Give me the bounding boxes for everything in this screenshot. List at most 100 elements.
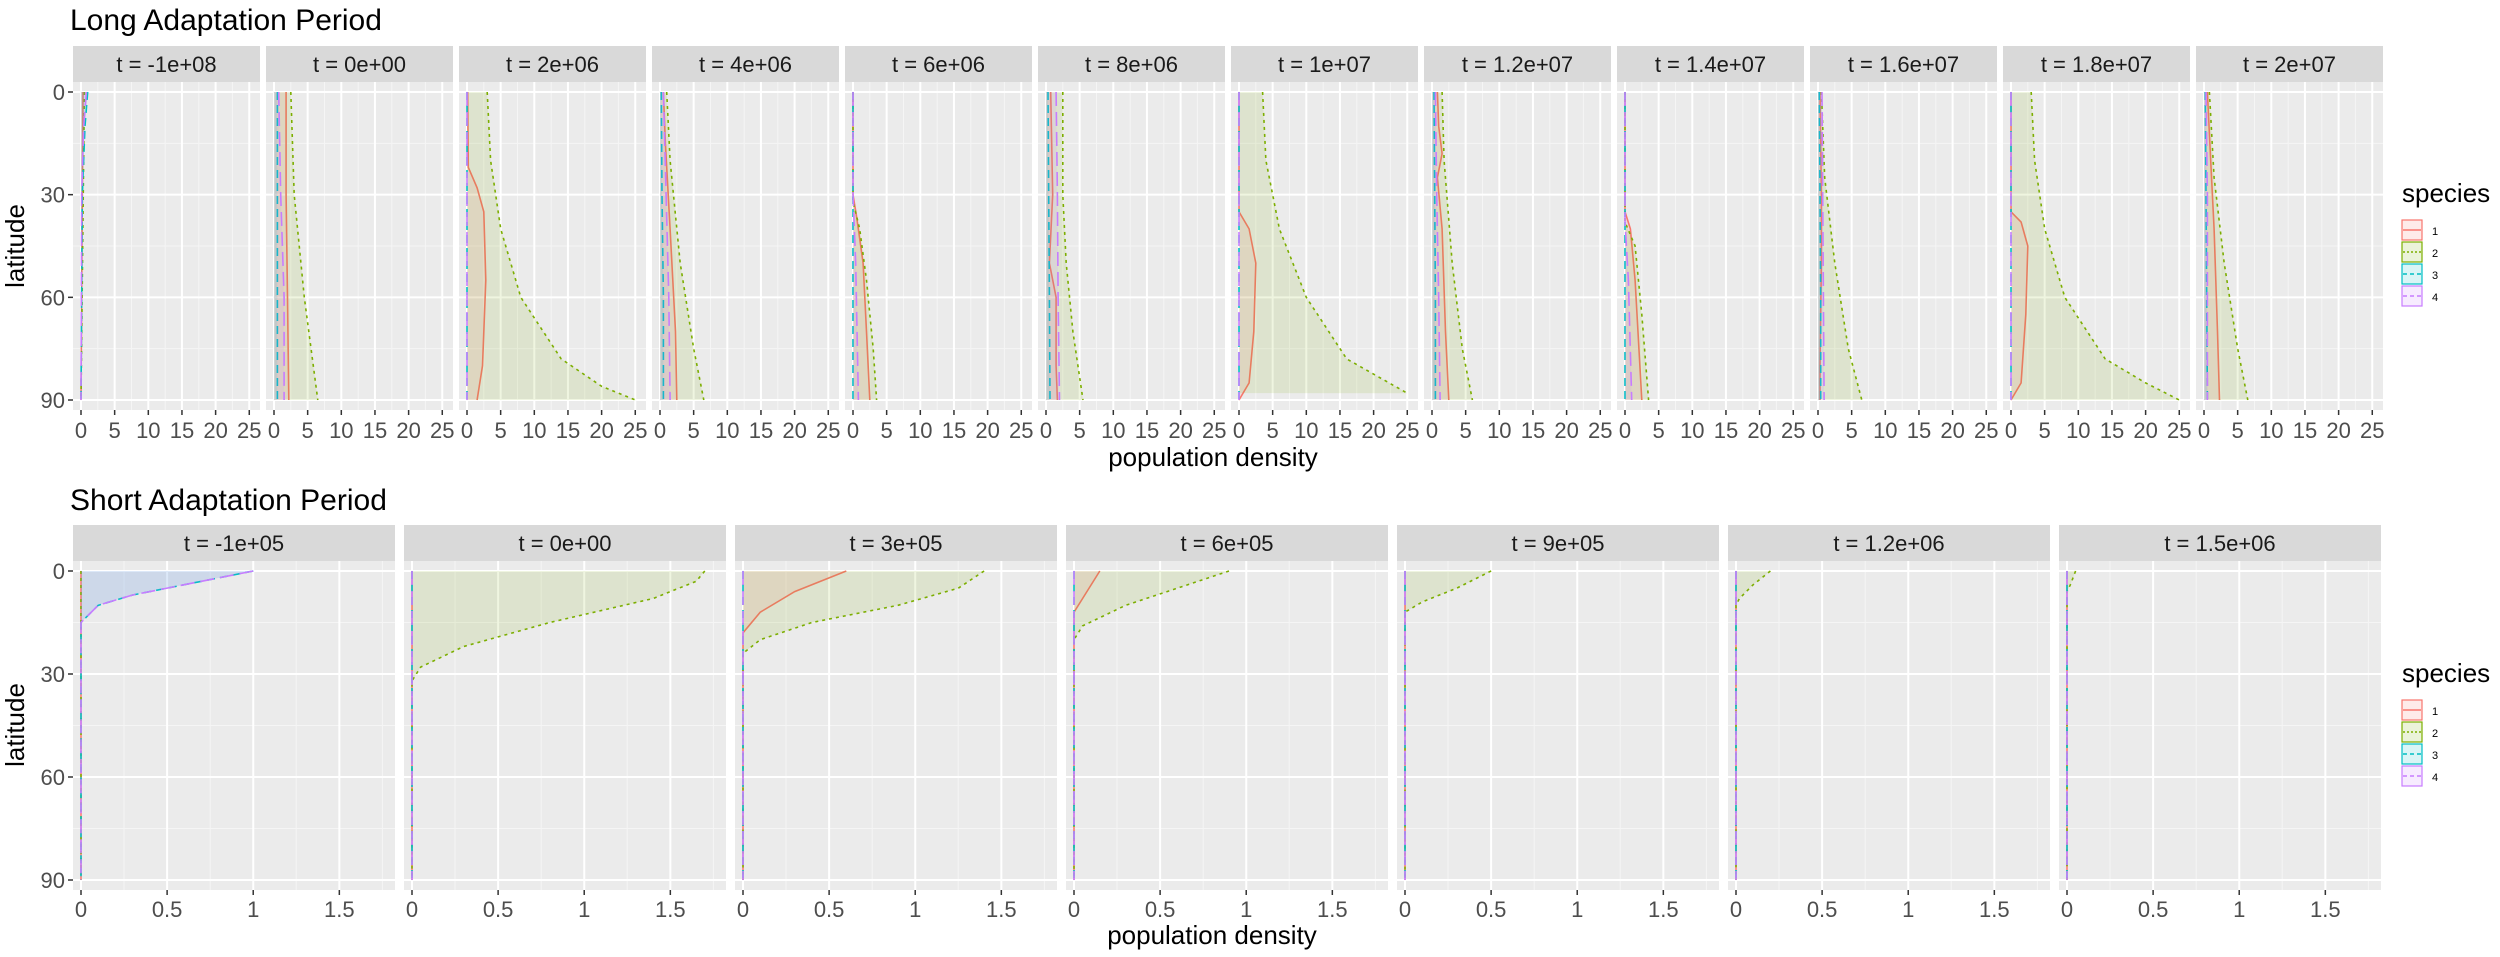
species-1-area <box>1074 571 1100 880</box>
x-tick-label: 0.5 <box>1145 897 1176 922</box>
facet-panel: t = 1.2e+06 0 0.5 1 1.5 <box>1728 525 2050 922</box>
y-tick-label: 60 <box>41 765 65 790</box>
facet-strip <box>1397 525 1719 561</box>
facet-panel: t = 1.2e+07 0 5 10 15 20 25 <box>1424 46 1613 443</box>
x-tick-label: 15 <box>2100 418 2124 443</box>
x-tick-label: 10 <box>1101 418 1125 443</box>
x-tick-label: 1.5 <box>2310 897 2341 922</box>
facet-strip <box>266 46 453 82</box>
x-tick-label: 1.5 <box>655 897 686 922</box>
facet-strip <box>404 525 726 561</box>
facet-strip-label: t = -1e+08 <box>116 52 216 77</box>
species-3-area <box>2204 92 2208 400</box>
x-tick-label: 25 <box>2167 418 2191 443</box>
x-tick-label: 25 <box>623 418 647 443</box>
x-tick-label: 5 <box>1846 418 1858 443</box>
facet-strip-label: t = 3e+05 <box>850 531 943 556</box>
x-tick-label: 15 <box>556 418 580 443</box>
x-tick-label: 1.5 <box>1979 897 2010 922</box>
species-2-line <box>1820 91 1863 401</box>
facet-panel: t = 3e+05 0 0.5 1 1.5 <box>735 525 1057 922</box>
x-tick-label: 0 <box>654 418 666 443</box>
facet-strip <box>1617 46 1804 82</box>
y-tick-label: 0 <box>53 559 65 584</box>
x-tick-label: 20 <box>1168 418 1192 443</box>
x-tick-label: 0 <box>75 897 87 922</box>
x-tick-label: 0 <box>461 418 473 443</box>
y-tick-label: 0 <box>53 80 65 105</box>
x-tick-label: 20 <box>1747 418 1771 443</box>
species-2-line <box>290 91 319 401</box>
facet-strip-label: t = 1.2e+06 <box>1833 531 1944 556</box>
x-tick-label: 15 <box>942 418 966 443</box>
chart-title: Short Adaptation Period <box>70 484 387 517</box>
species-1-area <box>274 92 289 400</box>
facet-panel: t = 6e+06 0 5 10 15 20 25 <box>845 46 1034 443</box>
x-tick-label: 20 <box>589 418 613 443</box>
facet-panel: t = 2e+06 0 5 10 15 20 25 <box>459 46 648 443</box>
legend: species 1 2 3 4 <box>2401 178 2490 307</box>
legend-key-species-2: 2 <box>2401 721 2438 743</box>
x-tick-label: 20 <box>1554 418 1578 443</box>
facet-strip-label: t = 0e+00 <box>519 531 612 556</box>
facet-strip <box>845 46 1032 82</box>
facet-panel: t = 0e+00 0 5 10 15 20 25 <box>266 46 455 443</box>
species-1-line <box>466 91 487 401</box>
facet-strip-label: t = 1e+07 <box>1278 52 1371 77</box>
x-tick-label: 20 <box>2326 418 2350 443</box>
x-tick-label: 5 <box>2039 418 2051 443</box>
facet-strip-label: t = -1e+05 <box>184 531 284 556</box>
facet-panel: t = 1.6e+07 0 5 10 15 20 25 <box>1810 46 1999 443</box>
x-tick-label: 0 <box>406 897 418 922</box>
x-tick-label: 20 <box>782 418 806 443</box>
species-3-area <box>1432 92 1436 400</box>
facet-strip <box>2059 525 2381 561</box>
x-tick-label: 25 <box>1202 418 1226 443</box>
x-tick-label: 5 <box>688 418 700 443</box>
x-tick-label: 10 <box>522 418 546 443</box>
facet-strip-label: t = 2e+07 <box>2243 52 2336 77</box>
facet-strip <box>1424 46 1611 82</box>
species-2-area <box>2204 92 2248 400</box>
x-tick-label: 0 <box>737 897 749 922</box>
legend-label: 3 <box>2432 750 2438 762</box>
facet-strip <box>73 46 260 82</box>
x-tick-label: 25 <box>1781 418 1805 443</box>
facet-strip <box>1066 525 1388 561</box>
facet-strip-label: t = 9e+05 <box>1512 531 1605 556</box>
species-1-area <box>1046 92 1058 400</box>
species-4-area <box>2204 92 2208 400</box>
facet-strip <box>73 525 395 561</box>
facet-panel: t = 1.4e+07 0 5 10 15 20 25 <box>1617 46 1806 443</box>
x-tick-label: 20 <box>1940 418 1964 443</box>
facet-strip-label: t = 0e+00 <box>313 52 406 77</box>
x-tick-label: 10 <box>1294 418 1318 443</box>
x-tick-label: 0 <box>1812 418 1824 443</box>
x-tick-label: 10 <box>1487 418 1511 443</box>
x-tick-label: 1 <box>2233 897 2245 922</box>
x-tick-label: 5 <box>302 418 314 443</box>
x-tick-label: 15 <box>170 418 194 443</box>
legend-key-species-2: 2 <box>2401 241 2438 263</box>
x-tick-label: 0 <box>1426 418 1438 443</box>
legend-label: 2 <box>2432 248 2438 260</box>
species-2-area <box>1405 571 1492 880</box>
x-tick-label: 0.5 <box>152 897 183 922</box>
species-4-line <box>662 91 671 401</box>
legend-label: 1 <box>2432 226 2438 238</box>
species-1-area <box>743 571 847 880</box>
legend-label: 4 <box>2432 772 2438 784</box>
x-tick-label: 10 <box>329 418 353 443</box>
species-2-area <box>660 92 704 400</box>
species-1-line <box>662 91 678 401</box>
x-tick-label: 1 <box>247 897 259 922</box>
short-adaptation-chart: Short Adaptation Periodlatitude0306090t … <box>0 484 2490 950</box>
species-4-area <box>81 92 87 400</box>
facet-strip-label: t = 8e+06 <box>1085 52 1178 77</box>
species-4-line <box>277 91 285 400</box>
x-tick-label: 1 <box>1240 897 1252 922</box>
x-tick-label: 1 <box>909 897 921 922</box>
species-2-line <box>2030 91 2180 401</box>
